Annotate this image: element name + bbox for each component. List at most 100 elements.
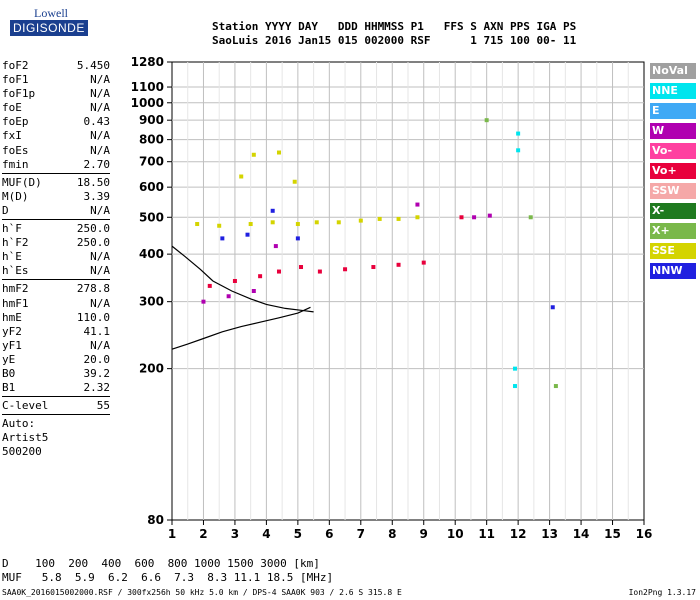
data-point-vo-: [459, 215, 464, 220]
param-value: 250.0: [76, 236, 110, 250]
x-tick-label: 15: [604, 527, 621, 541]
legend-item-nne: NNE: [650, 83, 696, 99]
data-point-w: [273, 244, 278, 249]
param-label: foEs: [2, 143, 29, 157]
param-value: 0.43: [83, 115, 111, 129]
param-value: 39.2: [83, 366, 111, 380]
y-tick-label: 200: [139, 362, 164, 376]
data-point-sse: [336, 220, 341, 225]
x-tick-label: 14: [573, 527, 590, 541]
legend-item-noval: NoVal: [650, 63, 696, 79]
data-point-nnw: [220, 236, 225, 241]
param-row: h`E N/A: [2, 250, 110, 264]
data-point-sse: [314, 220, 319, 225]
param-separator: [2, 172, 110, 174]
data-point-sse: [270, 220, 275, 225]
digisonde-logo: Lowell DIGISONDE: [2, 4, 88, 44]
param-label: yE: [2, 352, 16, 366]
x-tick-label: 11: [478, 527, 495, 541]
y-tick-label: 500: [139, 210, 164, 224]
param-label: foEp: [2, 115, 29, 129]
param-label: M(D): [2, 189, 29, 203]
data-point-w: [415, 202, 420, 207]
param-label: hmF1: [2, 296, 29, 310]
param-row: foF1p N/A: [2, 87, 110, 101]
y-tick-label: 900: [139, 113, 164, 127]
data-point-w: [201, 299, 206, 304]
x-tick-label: 13: [541, 527, 558, 541]
param-row: h`Es N/A: [2, 264, 110, 278]
header-line-1: Station YYYY DAY DDD HHMMSS P1 FFS S AXN…: [212, 20, 577, 33]
param-value: 5.450: [76, 59, 110, 72]
param-value: 278.8: [76, 282, 110, 296]
x-tick-label: 4: [262, 527, 270, 541]
param-row: hmE 110.0: [2, 311, 110, 325]
param-row: hmF2 278.8: [2, 282, 110, 296]
legend-item-x-: X-: [650, 203, 696, 219]
param-value: N/A: [90, 250, 110, 264]
param-label: h`E: [2, 250, 22, 264]
param-value: N/A: [90, 338, 110, 352]
data-point-vo-: [232, 278, 237, 283]
param-value: 3.39: [83, 189, 111, 203]
param-row: MUF(D) 18.50: [2, 176, 110, 190]
param-value: 2.70: [83, 157, 111, 171]
param-row: hmF1 N/A: [2, 297, 110, 311]
param-value: N/A: [90, 129, 110, 143]
station-header: Station YYYY DAY DDD HHMMSS P1 FFS S AXN…: [212, 20, 576, 48]
logo-digisonde: DIGISONDE: [10, 20, 88, 36]
data-point-vo-: [317, 269, 322, 274]
param-value: N/A: [90, 143, 110, 157]
legend-item-vo-: Vo-: [650, 143, 696, 159]
data-point-sse: [377, 216, 382, 221]
param-separator: [2, 396, 110, 398]
param-row: foEs N/A: [2, 144, 110, 158]
data-point-w: [487, 213, 492, 218]
param-row: h`F 250.0: [2, 222, 110, 236]
data-point-sse: [396, 216, 401, 221]
legend-item-sse: SSE: [650, 243, 696, 259]
data-point-nnw: [295, 236, 300, 241]
data-point-sse: [295, 222, 300, 227]
param-value: 41.1: [83, 324, 111, 338]
distance-row: D 100 200 400 600 800 1000 1500 3000 [km…: [2, 557, 320, 570]
param-label: B0: [2, 366, 16, 380]
x-tick-label: 9: [420, 527, 428, 541]
data-point-w: [251, 289, 256, 293]
file-footer: SAA0K_2016015002000.RSF / 300fx256h 50 k…: [2, 588, 402, 597]
data-point-vo-: [396, 262, 401, 267]
param-value: N/A: [90, 87, 110, 101]
data-point-sse: [415, 215, 420, 220]
param-value: 18.50: [76, 175, 110, 189]
auto-scaling-line3: 500200: [2, 445, 42, 459]
param-row: h`F2 250.0: [2, 236, 110, 250]
data-point-x-: [484, 118, 489, 123]
param-separator: [2, 219, 110, 221]
param-row: B0 39.2: [2, 367, 110, 381]
param-label: h`Es: [2, 264, 29, 278]
polarization-legend: NoVal NNE E W Vo- Vo+ SSW X- X+ SSE NNW: [650, 63, 696, 283]
x-tick-label: 16: [636, 527, 653, 541]
param-row: yF1 N/A: [2, 339, 110, 353]
data-point-nnw: [550, 305, 555, 310]
param-label: h`F: [2, 222, 22, 236]
param-row: foEp 0.43: [2, 115, 110, 129]
param-label: MUF(D): [2, 175, 42, 189]
data-point-sse: [292, 179, 297, 184]
data-point-sse: [358, 218, 363, 223]
data-point-nne: [512, 384, 517, 389]
data-point-nne: [516, 148, 521, 153]
data-point-w: [472, 215, 477, 220]
data-point-vo-: [276, 269, 281, 274]
data-point-sse: [239, 174, 244, 179]
data-point-nne: [512, 366, 517, 371]
y-tick-label: 800: [139, 133, 164, 147]
data-point-sse: [195, 222, 200, 227]
data-point-x-: [553, 384, 558, 389]
param-value: N/A: [90, 264, 110, 278]
profile-trace-upper: [171, 245, 314, 313]
param-row: C-level 55: [2, 399, 110, 413]
param-row: foF1 N/A: [2, 73, 110, 87]
legend-item-vo-: Vo+: [650, 163, 696, 179]
x-tick-label: 1: [168, 527, 176, 541]
